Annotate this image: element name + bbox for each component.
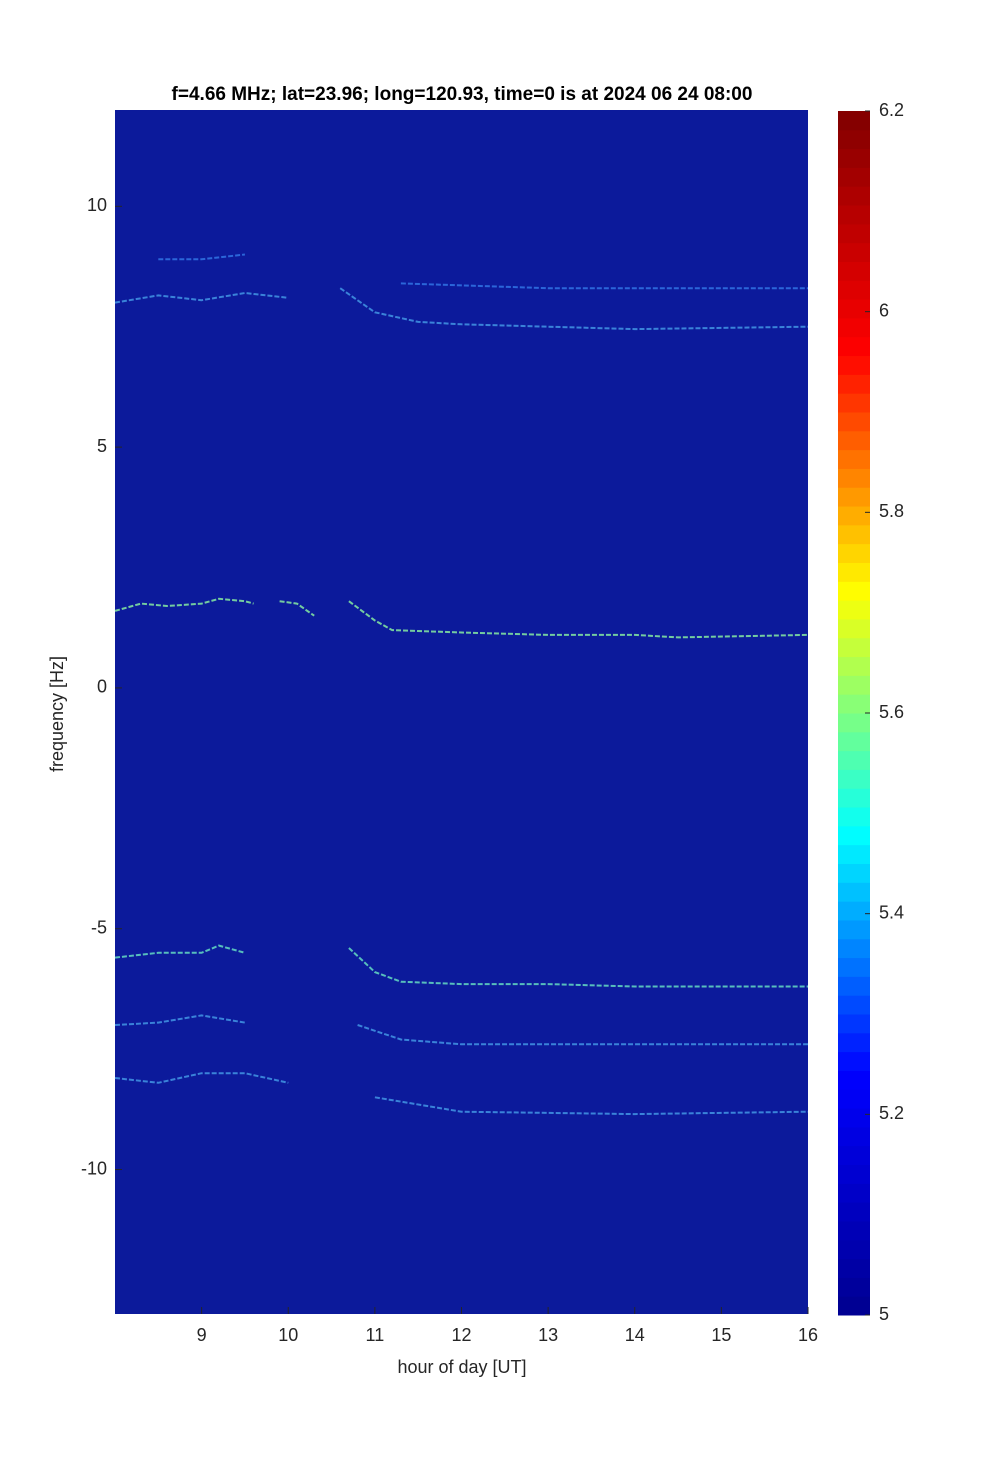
colorbar-cell xyxy=(838,750,870,770)
colorbar-cell xyxy=(838,1108,870,1128)
colorbar-cell xyxy=(838,1032,870,1053)
colorbar-cell xyxy=(838,430,870,451)
colorbar-cell xyxy=(838,543,870,563)
y-tick-label: 0 xyxy=(97,677,107,697)
colorbar-cell xyxy=(838,1296,870,1316)
colorbar-cell xyxy=(838,393,870,413)
trace xyxy=(114,1072,809,1116)
colorbar-tick-label: 5 xyxy=(879,1304,889,1324)
y-tick-label: 5 xyxy=(97,436,107,456)
x-tick-label: 16 xyxy=(798,1325,818,1345)
colorbar-cell xyxy=(838,186,870,206)
colorbar-cell xyxy=(838,1070,870,1090)
colorbar-cell xyxy=(838,524,870,545)
colorbar-cell xyxy=(838,1220,870,1241)
y-tick-label: -5 xyxy=(91,917,107,937)
colorbar-cell xyxy=(838,618,870,639)
colorbar-cell xyxy=(838,449,870,469)
colorbar-cell xyxy=(838,694,870,714)
colorbar-cell xyxy=(838,1164,870,1184)
colorbar-cell xyxy=(838,355,870,375)
trace xyxy=(158,253,808,290)
colorbar-cell xyxy=(838,1051,870,1071)
x-tick-label: 13 xyxy=(538,1325,558,1345)
colorbar-cell xyxy=(838,562,870,582)
colorbar-cell xyxy=(838,1258,870,1278)
colorbar-cell xyxy=(838,713,870,733)
x-axis-label: hour of day [UT] xyxy=(397,1357,526,1377)
y-tick-label: -10 xyxy=(81,1158,107,1178)
colorbar-cell xyxy=(838,1202,870,1222)
colorbar-tick-label: 5.2 xyxy=(879,1103,904,1123)
colorbar-cell xyxy=(838,637,870,658)
x-tick-label: 11 xyxy=(366,1325,385,1345)
colorbar-tick-label: 6.2 xyxy=(879,100,904,120)
colorbar-cell xyxy=(838,976,870,996)
colorbar-cell xyxy=(838,844,870,864)
colorbar-cell xyxy=(838,148,870,168)
colorbar-cell xyxy=(838,261,870,281)
colorbar-cell xyxy=(838,863,870,883)
colorbar-cell xyxy=(838,731,870,752)
colorbar-cell xyxy=(838,167,870,187)
colorbar-cell xyxy=(838,1277,870,1297)
trace xyxy=(114,287,809,331)
x-tick-label: 15 xyxy=(711,1325,731,1345)
colorbar-cell xyxy=(838,111,870,131)
colorbar-cell xyxy=(838,957,870,977)
colorbar-cell xyxy=(838,336,870,357)
colorbar-cell xyxy=(838,374,870,394)
colorbar-cell xyxy=(838,901,870,921)
colorbar-cell xyxy=(838,129,870,150)
x-tick-label: 12 xyxy=(451,1325,471,1345)
colorbar-cell xyxy=(838,242,870,262)
colorbar-cell xyxy=(838,205,870,225)
colorbar-tick-label: 5.4 xyxy=(879,902,904,922)
colorbar-cell xyxy=(838,995,870,1015)
colorbar-cell xyxy=(838,919,870,940)
colorbar-cell xyxy=(838,600,870,620)
colorbar-cell xyxy=(838,506,870,526)
plot-area xyxy=(115,110,808,1314)
x-tick-label: 10 xyxy=(278,1325,298,1345)
colorbar-tick-label: 5.8 xyxy=(879,501,904,521)
colorbar-cell xyxy=(838,769,870,789)
colorbar-cell xyxy=(838,317,870,338)
colorbar-cell xyxy=(838,1239,870,1260)
colorbar-cell xyxy=(838,675,870,695)
colorbar-cell xyxy=(838,656,870,676)
colorbar-cell xyxy=(838,807,870,827)
colorbar-tick-label: 6 xyxy=(879,300,889,320)
colorbar-cell xyxy=(838,223,870,244)
colorbar-cell xyxy=(838,581,870,601)
trace xyxy=(114,597,809,639)
colorbar-cell xyxy=(838,1126,870,1147)
colorbar-cell xyxy=(838,468,870,488)
colorbar-cell xyxy=(838,882,870,902)
colorbar-cell xyxy=(838,825,870,846)
y-axis-label: frequency [Hz] xyxy=(47,656,67,772)
colorbar-cell xyxy=(838,1183,870,1203)
colorbar-cell xyxy=(838,280,870,300)
colorbar-cell xyxy=(838,1014,870,1034)
y-tick-label: 10 xyxy=(87,195,107,215)
chart-title: f=4.66 MHz; lat=23.96; long=120.93, time… xyxy=(172,84,753,105)
colorbar-cell xyxy=(838,1089,870,1109)
colorbar-cell xyxy=(838,299,870,319)
colorbar-cell xyxy=(838,487,870,507)
trace xyxy=(114,1014,808,1046)
colorbar-tick-label: 5.6 xyxy=(879,702,904,722)
x-tick-label: 9 xyxy=(197,1325,207,1345)
colorbar-cell xyxy=(838,788,870,808)
colorbar-cell xyxy=(838,1145,870,1165)
x-tick-label: 14 xyxy=(625,1325,645,1345)
colorbar-cell xyxy=(838,938,870,959)
colorbar-cell xyxy=(838,412,870,432)
trace xyxy=(114,944,808,988)
